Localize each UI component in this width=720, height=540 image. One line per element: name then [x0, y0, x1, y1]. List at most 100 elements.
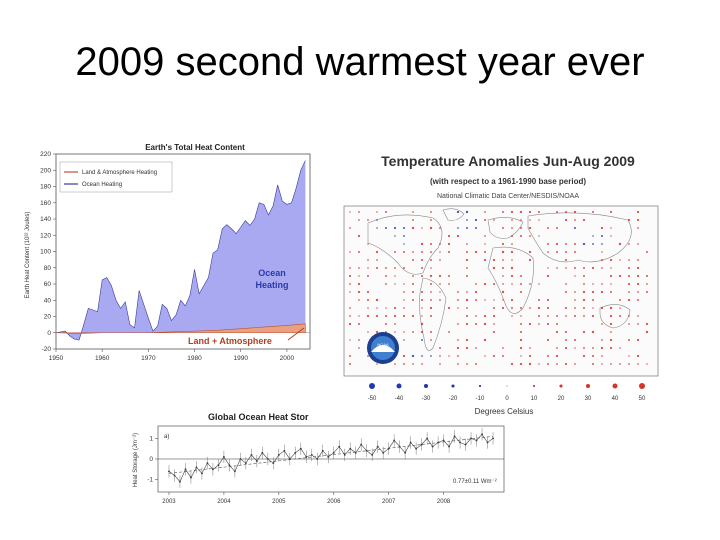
anomaly-dot	[528, 258, 532, 262]
anomaly-dot	[439, 259, 441, 261]
anomaly-dot	[466, 219, 468, 221]
anomaly-dot	[637, 227, 639, 229]
anomaly-dot	[358, 339, 360, 341]
anomaly-dot	[610, 283, 612, 285]
anomaly-dot	[619, 307, 621, 309]
anomaly-dot	[439, 299, 441, 301]
anomaly-dot	[393, 306, 397, 310]
anomaly-dot	[376, 211, 378, 213]
anomaly-dot	[384, 314, 388, 318]
anomaly-dot	[366, 298, 370, 302]
anomaly-dot	[403, 363, 405, 365]
anomaly-dot	[465, 210, 469, 214]
anomaly-dot	[394, 331, 396, 333]
anomaly-dot	[367, 219, 369, 221]
anomaly-dot	[565, 243, 567, 245]
anomaly-dot	[375, 298, 379, 302]
legend-value-label: 40	[612, 396, 619, 402]
anomaly-dot	[538, 235, 540, 237]
anomaly-dot	[493, 323, 495, 325]
anomaly-dot	[528, 362, 532, 366]
anomaly-dot	[403, 243, 405, 245]
anomaly-dot	[412, 219, 414, 221]
anomaly-dot	[358, 315, 360, 317]
anomaly-dot	[556, 315, 558, 317]
anomaly-dot	[627, 274, 631, 278]
anomaly-dot	[448, 355, 450, 357]
anomaly-dot	[619, 363, 621, 365]
anomaly-dot	[394, 267, 396, 269]
anomaly-dot	[601, 243, 603, 245]
anomaly-dot	[412, 251, 414, 253]
anomaly-dot	[384, 322, 388, 326]
x-tick-label: 1960	[95, 355, 110, 362]
anomaly-dot	[394, 363, 396, 365]
anomaly-dot	[547, 227, 549, 229]
anomaly-dot	[565, 267, 567, 269]
anomaly-dot	[421, 267, 423, 269]
anomaly-dot	[574, 307, 576, 309]
anomaly-dot	[582, 330, 586, 334]
anomaly-dot	[403, 339, 405, 341]
slide-title: 2009 second warmest year ever	[75, 40, 645, 84]
anomaly-dot	[466, 275, 468, 277]
anomaly-dot	[394, 251, 396, 253]
anomaly-dot	[466, 251, 468, 253]
anomaly-dot	[628, 315, 630, 317]
anomaly-dot	[556, 211, 558, 213]
anomaly-dot	[385, 211, 387, 213]
ocean-heat-storage-chart: Global Ocean Heat Stor Heat Storage (Jm⁻…	[133, 412, 505, 505]
anomaly-dot	[573, 210, 577, 214]
anomaly-dot	[564, 306, 568, 310]
anomaly-dot	[375, 314, 379, 318]
ohs-trend-label: 0.77±0.11 Wm⁻²	[453, 479, 497, 485]
legend-dot	[369, 383, 375, 389]
anomaly-dot	[529, 235, 531, 237]
anomaly-dot	[457, 227, 459, 229]
anomaly-dot	[520, 227, 522, 229]
anomaly-dot	[349, 315, 351, 317]
anomaly-dot	[466, 267, 468, 269]
anomaly-dot	[403, 235, 405, 237]
y-tick-label: 140	[40, 216, 51, 223]
anomaly-dot	[628, 363, 630, 365]
anomaly-dot	[484, 299, 486, 301]
anomaly-dot	[484, 235, 486, 237]
anomaly-dot	[447, 306, 451, 310]
anomaly-dot	[582, 354, 586, 358]
anomaly-dot	[609, 274, 613, 278]
anomaly-dot	[439, 251, 441, 253]
anomaly-dot	[528, 210, 532, 214]
legend-value-label: 20	[558, 396, 565, 402]
anomaly-dot	[492, 330, 496, 334]
anomaly-dot	[528, 354, 532, 358]
anomaly-dot	[627, 282, 631, 286]
anomaly-dot	[645, 322, 649, 326]
anomaly-dot	[394, 275, 396, 277]
legend-dot	[612, 383, 618, 389]
ohs-y-tick-label: 1	[149, 435, 153, 442]
anomaly-dot	[349, 339, 351, 341]
anomaly-dot	[474, 322, 478, 326]
anomaly-dot	[403, 331, 405, 333]
anomaly-dot	[349, 291, 351, 293]
anomaly-dot	[421, 227, 423, 229]
ocean-annotation-line2: Heating	[255, 280, 288, 290]
anomaly-dot	[511, 283, 513, 285]
legend-value-label: -50	[368, 396, 377, 402]
anomaly-dot	[367, 331, 369, 333]
anomaly-dot	[475, 315, 477, 317]
anomaly-dot	[645, 330, 649, 334]
anomaly-dot	[583, 347, 585, 349]
ohs-panel-label: a)	[164, 434, 169, 440]
anomaly-dot	[556, 347, 558, 349]
anomaly-dot	[403, 267, 405, 269]
anomaly-dot	[394, 323, 396, 325]
anomaly-dot	[636, 282, 640, 286]
anomaly-dot	[592, 363, 594, 365]
anomaly-dot	[636, 210, 640, 214]
anomaly-dot	[367, 267, 369, 269]
anomaly-dot	[421, 315, 423, 317]
anomaly-dot	[565, 283, 567, 285]
anomaly-dot	[600, 290, 604, 294]
